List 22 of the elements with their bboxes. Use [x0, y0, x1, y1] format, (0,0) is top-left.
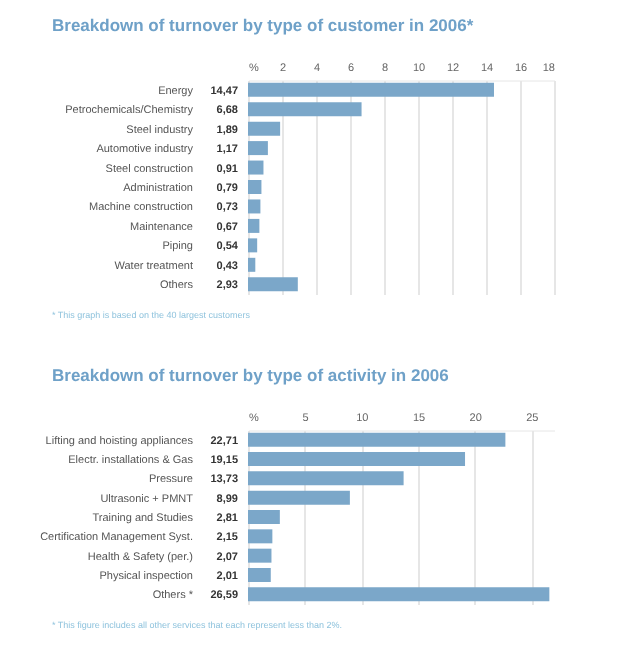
- bar: [248, 471, 404, 486]
- bar: [248, 587, 550, 602]
- bar: [248, 432, 506, 447]
- bar: [248, 238, 258, 253]
- bar: [248, 141, 268, 156]
- bar: [248, 510, 280, 524]
- chart-title: Breakdown of turnover by type of activity in 2006: [52, 365, 450, 385]
- bar: [248, 257, 256, 272]
- bar: [248, 277, 298, 292]
- chart-title: Breakdown of turnover by type of customer in 2006*: [52, 15, 475, 35]
- bar: [248, 180, 262, 194]
- bar: [248, 218, 260, 233]
- bar: [248, 490, 350, 505]
- bar: [248, 199, 261, 214]
- bar: [248, 452, 466, 466]
- bar: [248, 160, 264, 175]
- bar: [248, 548, 272, 563]
- bar: [248, 102, 362, 117]
- bar: [248, 82, 494, 97]
- bar: [248, 568, 271, 582]
- bar: [248, 121, 281, 136]
- bar: [248, 529, 273, 544]
